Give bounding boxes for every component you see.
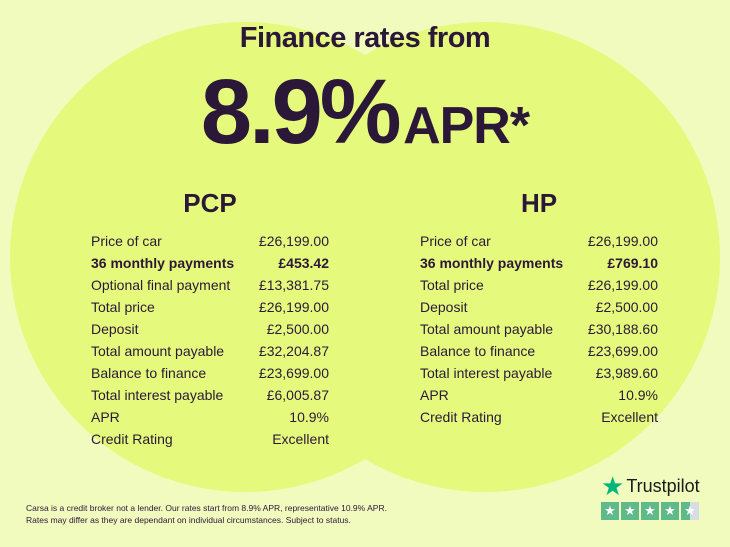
rating-star-icon: ★ <box>641 502 659 520</box>
table-row: Deposit £2,500.00 <box>91 318 329 340</box>
row-value: £769.10 <box>607 255 658 271</box>
star-icon: ★ <box>601 471 625 501</box>
rate-value: 8.9% <box>200 61 402 163</box>
row-value: 10.9% <box>618 387 658 403</box>
rating-star-icon: ★ <box>661 502 679 520</box>
table-row: Total price £26,199.00 <box>420 274 658 296</box>
row-value: £3,989.60 <box>595 365 658 381</box>
row-value: £453.42 <box>278 255 329 271</box>
row-value: £2,500.00 <box>595 299 658 315</box>
table-row: Optional final payment £13,381.75 <box>91 274 329 296</box>
decorative-circle-right <box>250 22 720 492</box>
disclaimer-line: Carsa is a credit broker not a lender. O… <box>26 503 387 513</box>
table-row: Price of car £26,199.00 <box>420 230 658 252</box>
table-row: Balance to finance £23,699.00 <box>91 362 329 384</box>
row-label: Balance to finance <box>420 343 536 359</box>
disclaimer: Carsa is a credit broker not a lender. O… <box>26 502 387 526</box>
row-label: Total price <box>91 299 155 315</box>
row-label: Price of car <box>420 233 491 249</box>
row-label: Deposit <box>91 321 139 337</box>
row-label: Total interest payable <box>420 365 553 381</box>
table-row: Credit Rating Excellent <box>420 406 658 428</box>
table-row: Total interest payable £6,005.87 <box>91 384 329 406</box>
trustpilot-rating: ★ ★ ★ ★ ★ <box>601 502 700 520</box>
trustpilot-badge[interactable]: ★ Trustpilot ★ ★ ★ ★ ★ <box>601 471 700 520</box>
rate-suffix: APR* <box>403 97 530 155</box>
table-row: APR 10.9% <box>420 384 658 406</box>
row-value: £6,005.87 <box>266 387 329 403</box>
disclaimer-line: Rates may differ as they are dependant o… <box>26 515 351 525</box>
row-value: £26,199.00 <box>258 233 329 249</box>
table-row: Total interest payable £3,989.60 <box>420 362 658 384</box>
row-value: 10.9% <box>289 409 329 425</box>
row-value: £26,199.00 <box>258 299 329 315</box>
row-value: £26,199.00 <box>587 277 658 293</box>
rating-star-icon: ★ <box>621 502 639 520</box>
row-label: Price of car <box>91 233 162 249</box>
table-row: Balance to finance £23,699.00 <box>420 340 658 362</box>
table-row: Deposit £2,500.00 <box>420 296 658 318</box>
row-label: Total interest payable <box>91 387 224 403</box>
table-row: Total amount payable £32,204.87 <box>91 340 329 362</box>
trustpilot-name: Trustpilot <box>626 475 700 496</box>
rate-display: 8.9% APR* <box>0 60 730 165</box>
table-row: Price of car £26,199.00 <box>91 230 329 252</box>
trustpilot-logo: ★ Trustpilot <box>601 471 700 501</box>
row-value: £30,188.60 <box>587 321 658 337</box>
row-label: Credit Rating <box>420 409 502 425</box>
row-label: Total amount payable <box>420 321 554 337</box>
rating-star-icon: ★ <box>601 502 619 520</box>
row-value: £13,381.75 <box>258 277 329 293</box>
row-label: APR <box>420 387 449 403</box>
row-label: Total amount payable <box>91 343 225 359</box>
row-label: Total price <box>420 277 484 293</box>
pcp-heading: PCP <box>183 188 237 218</box>
row-label: APR <box>91 409 120 425</box>
row-value: £32,204.87 <box>258 343 329 359</box>
table-row: 36 monthly payments £769.10 <box>420 252 658 274</box>
row-value: Excellent <box>601 409 658 425</box>
row-value: Excellent <box>272 431 329 447</box>
table-row: APR 10.9% <box>91 406 329 428</box>
headline: Finance rates from <box>239 22 491 54</box>
row-label: Balance to finance <box>91 365 207 381</box>
table-row: Credit Rating Excellent <box>91 428 329 450</box>
row-value: £26,199.00 <box>587 233 658 249</box>
row-value: £2,500.00 <box>266 321 329 337</box>
row-label: Deposit <box>420 299 468 315</box>
row-label: 36 monthly payments <box>420 255 564 271</box>
row-label: 36 monthly payments <box>91 255 235 271</box>
hp-table: HP Price of car £26,199.00 36 monthly paym… <box>420 188 658 428</box>
table-row: Total price £26,199.00 <box>91 296 329 318</box>
rating-star-icon: ★ <box>681 502 699 520</box>
row-label: Credit Rating <box>91 431 173 447</box>
row-label: Optional final payment <box>91 277 231 293</box>
table-row: Total amount payable £30,188.60 <box>420 318 658 340</box>
table-row: 36 monthly payments £453.42 <box>91 252 329 274</box>
row-value: £23,699.00 <box>587 343 658 359</box>
pcp-table: PCP Price of car £26,199.00 36 monthly pay… <box>91 188 329 450</box>
hp-heading: HP <box>520 188 558 218</box>
row-value: £23,699.00 <box>258 365 329 381</box>
